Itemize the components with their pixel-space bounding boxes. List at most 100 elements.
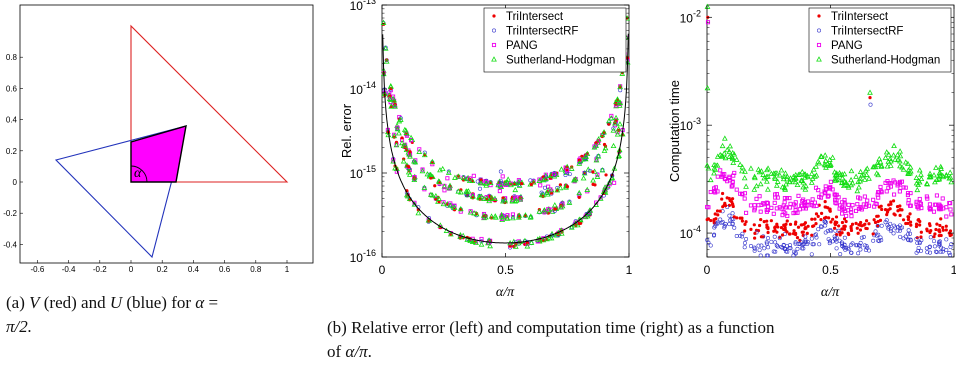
- time-point: [721, 150, 728, 156]
- time-point: [813, 185, 819, 190]
- rel-error-point: [394, 125, 401, 132]
- time-point: [720, 220, 725, 225]
- time-point: [802, 171, 809, 177]
- time-point: [764, 209, 769, 214]
- rel-error-legend-point: [491, 42, 497, 48]
- time-point: [753, 236, 757, 240]
- rel-error-point: [610, 173, 615, 178]
- rel-error-point: [542, 185, 547, 190]
- time-point: [752, 174, 758, 181]
- time-point: [730, 179, 735, 184]
- time-point: [832, 176, 838, 182]
- rel-error-point: [548, 187, 555, 193]
- rel-error-y-tick-label: 10-16: [350, 248, 376, 265]
- time-point: [854, 243, 859, 248]
- time-point: [759, 217, 763, 222]
- rel-error-point: [516, 182, 521, 187]
- rel-error-point: [433, 184, 437, 188]
- time-point: [764, 166, 770, 173]
- figure-a-x-tick-label: 0: [129, 265, 134, 274]
- time-point: [729, 155, 736, 161]
- time-point: [787, 178, 793, 185]
- time-point: [865, 245, 870, 250]
- time-point: [877, 159, 884, 165]
- rel-error-point: [458, 189, 464, 195]
- time-xlabel: α/π: [821, 285, 840, 300]
- time-point: [818, 224, 823, 229]
- time-point: [791, 232, 796, 236]
- time-point: [806, 224, 810, 228]
- time-point: [887, 162, 894, 168]
- time-point: [731, 173, 736, 178]
- rel-error-point: [469, 238, 476, 244]
- time-point: [827, 216, 831, 220]
- time-point: [791, 211, 796, 216]
- time-point: [934, 250, 939, 255]
- time-point: [943, 172, 950, 179]
- figure-a-x-tick-label: -0.4: [62, 265, 76, 274]
- time-point: [842, 227, 847, 231]
- time-point: [803, 221, 808, 225]
- time-point: [861, 234, 866, 239]
- time-point: [730, 183, 735, 188]
- time-point: [917, 196, 922, 202]
- time-legend-point: [816, 56, 822, 62]
- time-point: [793, 241, 798, 246]
- time-point: [927, 207, 933, 212]
- time-point: [822, 157, 829, 163]
- caption-a-line2: π/2.: [6, 317, 32, 336]
- rel-error-point: [396, 118, 403, 124]
- rel-error-point: [437, 167, 443, 173]
- time-point: [765, 236, 770, 241]
- time-point: [788, 232, 792, 236]
- time-point: [783, 226, 787, 230]
- rel-error-point: [577, 195, 581, 200]
- time-point: [877, 205, 881, 209]
- time-point: [834, 232, 839, 237]
- figure-a-x-tick-label: 0.8: [250, 265, 262, 274]
- caption-a-alpha: α: [195, 293, 205, 312]
- rel-error-points: [380, 15, 631, 250]
- time-point: [882, 154, 889, 160]
- figure-a-x-tick-label: 0.4: [188, 265, 200, 274]
- rel-error-point: [609, 113, 614, 118]
- time-point: [802, 186, 809, 192]
- rel-error-point: [452, 174, 458, 180]
- time-point: [706, 240, 711, 245]
- time-point: [849, 224, 853, 229]
- time-point: [739, 168, 745, 174]
- time-point: [764, 200, 769, 205]
- rel-error-point: [477, 194, 483, 201]
- time-point: [733, 156, 740, 162]
- time-point: [948, 179, 955, 185]
- figure-a-y-tick-label: 0.2: [6, 147, 18, 156]
- time-point: [829, 220, 833, 224]
- time-point: [712, 162, 719, 168]
- time-point: [840, 182, 847, 189]
- rel-error-point: [403, 146, 410, 152]
- time-point: [887, 155, 894, 162]
- rel-error-point: [564, 167, 569, 172]
- figure-a-y-ticks: -0.4 -0.2 0 0.2 0.4 0.6 0.8: [3, 53, 23, 249]
- time-point: [840, 208, 845, 213]
- figure-a-y-tick-label: -0.4: [3, 240, 17, 249]
- time-point: [936, 206, 941, 211]
- time-point: [771, 211, 776, 216]
- time-point: [731, 151, 738, 157]
- angle-arc: [130, 165, 148, 183]
- time-point: [753, 182, 760, 189]
- time-point: [795, 246, 800, 251]
- rel-error-point: [479, 178, 483, 182]
- time-point: [885, 151, 892, 157]
- rel-error-point: [492, 213, 499, 219]
- time-point: [931, 209, 937, 214]
- time-point: [824, 205, 828, 209]
- time-point: [756, 243, 761, 248]
- time-legend-entry: TriIntersect: [831, 11, 889, 23]
- time-point: [918, 219, 922, 224]
- time-point: [795, 235, 800, 240]
- rel-error-point: [432, 192, 439, 199]
- time-point: [808, 179, 815, 185]
- time-point: [711, 170, 717, 176]
- time-point: [883, 149, 890, 155]
